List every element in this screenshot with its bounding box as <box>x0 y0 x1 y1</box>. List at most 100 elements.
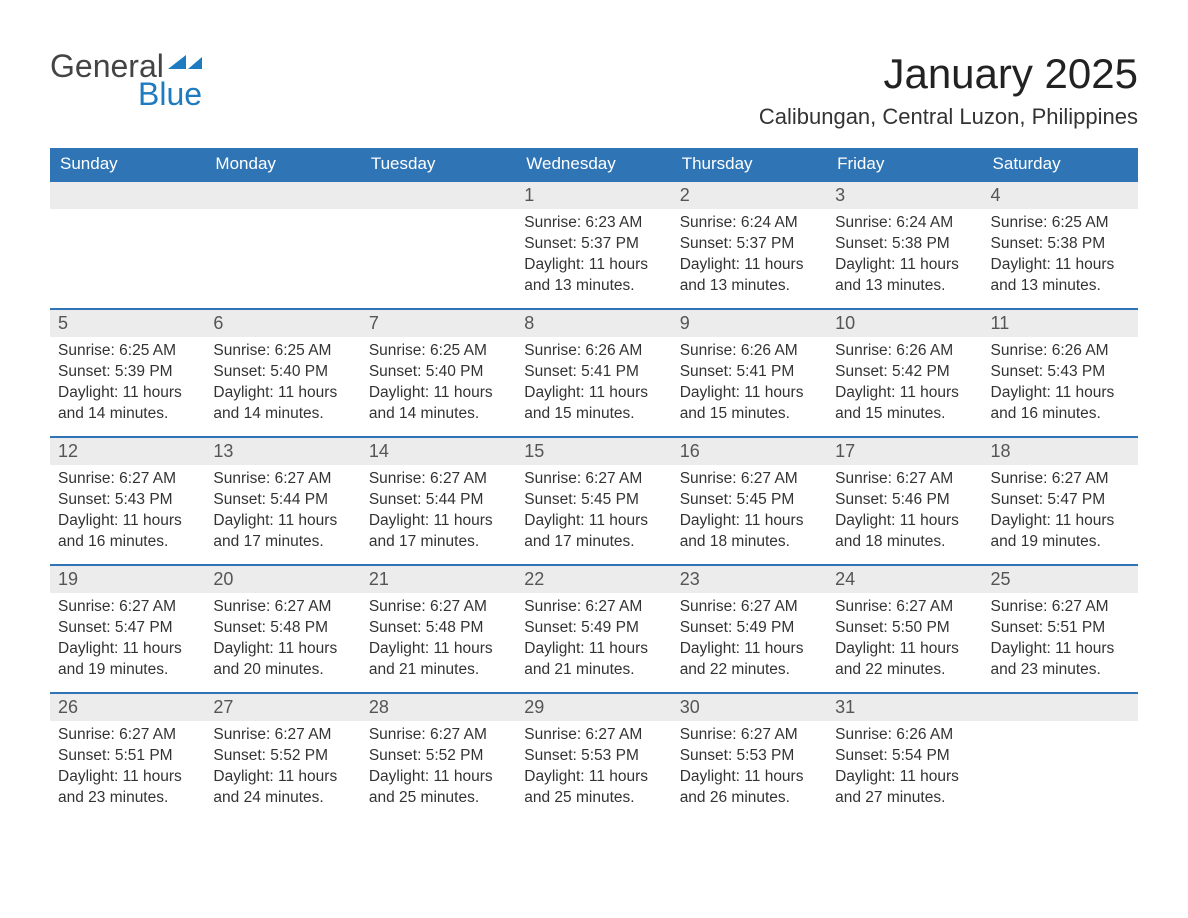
sunset-line: Sunset: 5:43 PM <box>991 362 1130 383</box>
day-details: Sunrise: 6:27 AMSunset: 5:44 PMDaylight:… <box>205 465 360 561</box>
sunset-line: Sunset: 5:45 PM <box>680 490 819 511</box>
sunrise-line: Sunrise: 6:24 AM <box>680 213 819 234</box>
sunrise-line: Sunrise: 6:27 AM <box>369 597 508 618</box>
day-number: 7 <box>361 308 516 337</box>
day-details: Sunrise: 6:23 AMSunset: 5:37 PMDaylight:… <box>516 209 671 305</box>
daylight-line: Daylight: 11 hours and 14 minutes. <box>213 383 352 425</box>
calendar-day-cell: 29Sunrise: 6:27 AMSunset: 5:53 PMDayligh… <box>516 692 671 820</box>
calendar-day-cell: 23Sunrise: 6:27 AMSunset: 5:49 PMDayligh… <box>672 564 827 692</box>
day-details: Sunrise: 6:27 AMSunset: 5:44 PMDaylight:… <box>361 465 516 561</box>
sunset-line: Sunset: 5:37 PM <box>524 234 663 255</box>
day-number: . <box>205 180 360 209</box>
calendar-week-row: 12Sunrise: 6:27 AMSunset: 5:43 PMDayligh… <box>50 436 1138 564</box>
weekday-header: Saturday <box>983 148 1138 180</box>
day-details: Sunrise: 6:27 AMSunset: 5:47 PMDaylight:… <box>50 593 205 689</box>
calendar-day-cell: 26Sunrise: 6:27 AMSunset: 5:51 PMDayligh… <box>50 692 205 820</box>
day-details: Sunrise: 6:27 AMSunset: 5:45 PMDaylight:… <box>516 465 671 561</box>
day-number: 4 <box>983 180 1138 209</box>
daylight-line: Daylight: 11 hours and 20 minutes. <box>213 639 352 681</box>
day-details: Sunrise: 6:24 AMSunset: 5:38 PMDaylight:… <box>827 209 982 305</box>
day-number: 26 <box>50 692 205 721</box>
day-details: Sunrise: 6:24 AMSunset: 5:37 PMDaylight:… <box>672 209 827 305</box>
sunrise-line: Sunrise: 6:26 AM <box>991 341 1130 362</box>
sunset-line: Sunset: 5:51 PM <box>58 746 197 767</box>
sunrise-line: Sunrise: 6:27 AM <box>991 469 1130 490</box>
sunrise-line: Sunrise: 6:24 AM <box>835 213 974 234</box>
daylight-line: Daylight: 11 hours and 13 minutes. <box>991 255 1130 297</box>
calendar-day-cell: 17Sunrise: 6:27 AMSunset: 5:46 PMDayligh… <box>827 436 982 564</box>
calendar-day-cell: . <box>50 180 205 308</box>
day-details: Sunrise: 6:27 AMSunset: 5:46 PMDaylight:… <box>827 465 982 561</box>
calendar-day-cell: 21Sunrise: 6:27 AMSunset: 5:48 PMDayligh… <box>361 564 516 692</box>
month-title: January 2025 <box>759 50 1138 98</box>
sunset-line: Sunset: 5:45 PM <box>524 490 663 511</box>
sunset-line: Sunset: 5:37 PM <box>680 234 819 255</box>
sunset-line: Sunset: 5:51 PM <box>991 618 1130 639</box>
sunrise-line: Sunrise: 6:27 AM <box>524 469 663 490</box>
calendar-day-cell: 24Sunrise: 6:27 AMSunset: 5:50 PMDayligh… <box>827 564 982 692</box>
daylight-line: Daylight: 11 hours and 23 minutes. <box>991 639 1130 681</box>
calendar-day-cell: 7Sunrise: 6:25 AMSunset: 5:40 PMDaylight… <box>361 308 516 436</box>
day-details: Sunrise: 6:27 AMSunset: 5:49 PMDaylight:… <box>516 593 671 689</box>
sunrise-line: Sunrise: 6:26 AM <box>680 341 819 362</box>
day-details: Sunrise: 6:27 AMSunset: 5:47 PMDaylight:… <box>983 465 1138 561</box>
location-label: Calibungan, Central Luzon, Philippines <box>759 104 1138 130</box>
calendar-day-cell: 28Sunrise: 6:27 AMSunset: 5:52 PMDayligh… <box>361 692 516 820</box>
sunset-line: Sunset: 5:48 PM <box>369 618 508 639</box>
calendar-week-row: ...1Sunrise: 6:23 AMSunset: 5:37 PMDayli… <box>50 180 1138 308</box>
day-number: 9 <box>672 308 827 337</box>
day-details: Sunrise: 6:27 AMSunset: 5:51 PMDaylight:… <box>983 593 1138 689</box>
calendar-day-cell: 6Sunrise: 6:25 AMSunset: 5:40 PMDaylight… <box>205 308 360 436</box>
sunrise-line: Sunrise: 6:27 AM <box>991 597 1130 618</box>
sunset-line: Sunset: 5:41 PM <box>680 362 819 383</box>
day-number: 14 <box>361 436 516 465</box>
daylight-line: Daylight: 11 hours and 26 minutes. <box>680 767 819 809</box>
sunrise-line: Sunrise: 6:27 AM <box>369 469 508 490</box>
calendar-day-cell: 18Sunrise: 6:27 AMSunset: 5:47 PMDayligh… <box>983 436 1138 564</box>
daylight-line: Daylight: 11 hours and 25 minutes. <box>369 767 508 809</box>
sunrise-line: Sunrise: 6:27 AM <box>680 469 819 490</box>
sunrise-line: Sunrise: 6:26 AM <box>524 341 663 362</box>
day-number: 28 <box>361 692 516 721</box>
calendar-day-cell: 13Sunrise: 6:27 AMSunset: 5:44 PMDayligh… <box>205 436 360 564</box>
daylight-line: Daylight: 11 hours and 17 minutes. <box>369 511 508 553</box>
weekday-header: Monday <box>205 148 360 180</box>
daylight-line: Daylight: 11 hours and 21 minutes. <box>524 639 663 681</box>
sunrise-line: Sunrise: 6:27 AM <box>213 725 352 746</box>
sunset-line: Sunset: 5:48 PM <box>213 618 352 639</box>
daylight-line: Daylight: 11 hours and 22 minutes. <box>835 639 974 681</box>
weekday-header: Tuesday <box>361 148 516 180</box>
day-details: Sunrise: 6:27 AMSunset: 5:48 PMDaylight:… <box>361 593 516 689</box>
calendar-day-cell: . <box>361 180 516 308</box>
day-number: 20 <box>205 564 360 593</box>
day-number: 3 <box>827 180 982 209</box>
sunrise-line: Sunrise: 6:25 AM <box>991 213 1130 234</box>
calendar-day-cell: 1Sunrise: 6:23 AMSunset: 5:37 PMDaylight… <box>516 180 671 308</box>
sunset-line: Sunset: 5:53 PM <box>524 746 663 767</box>
weekday-header-row: Sunday Monday Tuesday Wednesday Thursday… <box>50 148 1138 180</box>
weekday-header: Sunday <box>50 148 205 180</box>
day-number: 13 <box>205 436 360 465</box>
day-number: 31 <box>827 692 982 721</box>
calendar-day-cell: 27Sunrise: 6:27 AMSunset: 5:52 PMDayligh… <box>205 692 360 820</box>
day-details: Sunrise: 6:27 AMSunset: 5:52 PMDaylight:… <box>361 721 516 817</box>
sunset-line: Sunset: 5:42 PM <box>835 362 974 383</box>
calendar-day-cell: 25Sunrise: 6:27 AMSunset: 5:51 PMDayligh… <box>983 564 1138 692</box>
sunset-line: Sunset: 5:53 PM <box>680 746 819 767</box>
calendar-day-cell: 12Sunrise: 6:27 AMSunset: 5:43 PMDayligh… <box>50 436 205 564</box>
day-number: 24 <box>827 564 982 593</box>
daylight-line: Daylight: 11 hours and 15 minutes. <box>835 383 974 425</box>
daylight-line: Daylight: 11 hours and 19 minutes. <box>991 511 1130 553</box>
day-number: 10 <box>827 308 982 337</box>
calendar-week-row: 5Sunrise: 6:25 AMSunset: 5:39 PMDaylight… <box>50 308 1138 436</box>
day-number: 1 <box>516 180 671 209</box>
calendar-day-cell: 19Sunrise: 6:27 AMSunset: 5:47 PMDayligh… <box>50 564 205 692</box>
sunrise-line: Sunrise: 6:27 AM <box>835 597 974 618</box>
sunrise-line: Sunrise: 6:26 AM <box>835 725 974 746</box>
day-details: Sunrise: 6:27 AMSunset: 5:52 PMDaylight:… <box>205 721 360 817</box>
daylight-line: Daylight: 11 hours and 13 minutes. <box>680 255 819 297</box>
daylight-line: Daylight: 11 hours and 13 minutes. <box>524 255 663 297</box>
daylight-line: Daylight: 11 hours and 24 minutes. <box>213 767 352 809</box>
day-details: Sunrise: 6:27 AMSunset: 5:49 PMDaylight:… <box>672 593 827 689</box>
sunset-line: Sunset: 5:43 PM <box>58 490 197 511</box>
